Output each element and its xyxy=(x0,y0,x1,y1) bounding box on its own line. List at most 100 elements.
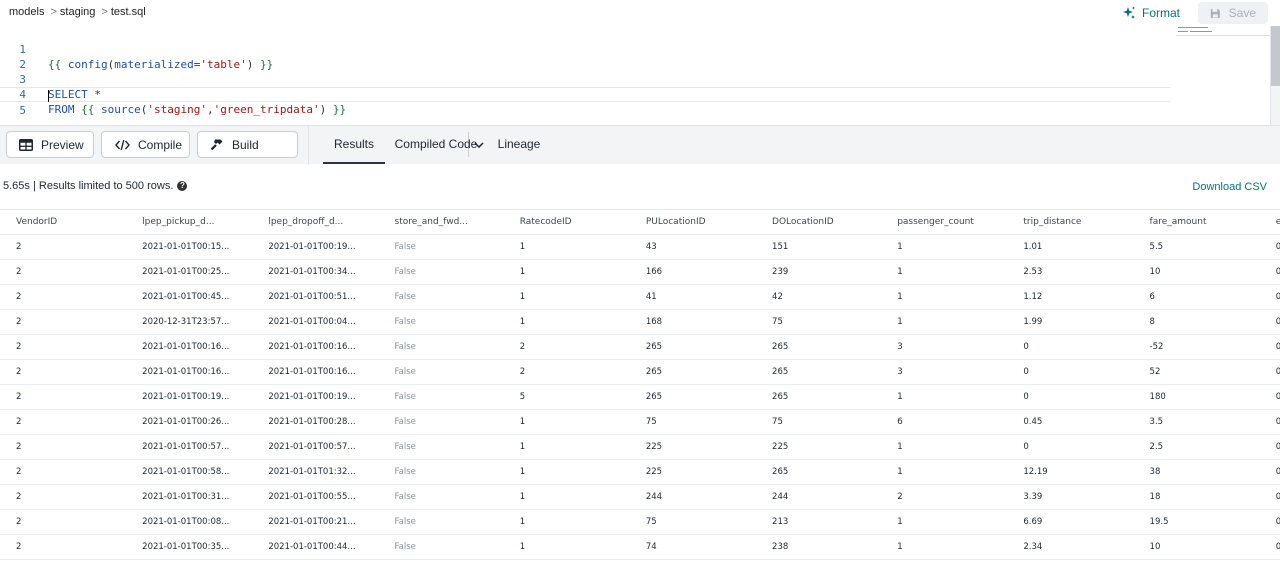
table-cell: 1 xyxy=(881,309,1008,335)
table-header-row: VendorID lpep_pickup_d... lpep_dropoff_d..… xyxy=(0,210,1280,235)
table-cell: 1 xyxy=(503,284,630,310)
table-cell: 2021-01-01T00:16... xyxy=(252,359,379,385)
table-cell: 265 xyxy=(629,334,757,360)
table-cell: 2021-01-01T00:19... xyxy=(252,234,379,260)
tab-results[interactable]: Results xyxy=(323,126,385,164)
table-cell: 1 xyxy=(503,234,630,260)
tab-lineage[interactable]: Lineage xyxy=(497,137,541,151)
table-cell: 43 xyxy=(629,234,757,260)
column-header[interactable]: store_and_fwd... xyxy=(378,210,504,235)
tab-compiled-code[interactable]: Compiled Code xyxy=(394,137,478,151)
breadcrumb-models[interactable]: models xyxy=(9,6,45,18)
table-row[interactable]: 2 2021-01-01T00:16... 2021-01-01T00:16... F… xyxy=(0,359,1280,385)
column-header[interactable]: PULocationID xyxy=(629,210,757,235)
table-cell: 166 xyxy=(629,259,757,285)
table-row[interactable]: 2 2021-01-01T00:35... 2021-01-01T00:44... F… xyxy=(0,534,1280,560)
table-cell: 265 xyxy=(629,359,757,385)
column-header[interactable]: ex xyxy=(1259,210,1280,235)
table-row[interactable]: 2 2021-01-01T00:15... 2021-01-01T00:19... F… xyxy=(0,234,1280,260)
table-cell: 2 xyxy=(0,384,127,410)
column-header[interactable]: fare_amount xyxy=(1133,210,1260,235)
table-cell: 265 xyxy=(756,384,882,410)
table-cell: 0 xyxy=(1007,434,1134,460)
table-cell: 2021-01-01T00:26... xyxy=(126,409,253,435)
table-cell: False xyxy=(378,459,504,485)
table-cell: 265 xyxy=(756,459,882,485)
table-row[interactable]: 2 2021-01-01T00:45... 2021-01-01T00:51... F… xyxy=(0,284,1280,310)
code-line[interactable]: 1 {{ config(materialized='table') }} xyxy=(0,27,1170,71)
table-cell: 2021-01-01T00:08... xyxy=(126,509,253,535)
editor-scrollbar[interactable] xyxy=(1270,26,1280,125)
save-label: Save xyxy=(1228,6,1256,20)
results-toolbar: Preview Compile Build Results Compiled C… xyxy=(0,125,1280,165)
table-row[interactable]: 2 2021-01-01T00:31... 2021-01-01T00:55... F… xyxy=(0,484,1280,510)
breadcrumb-staging[interactable]: staging xyxy=(59,6,96,18)
code-editor[interactable]: 1 {{ config(materialized='table') }} 2 3… xyxy=(0,26,1280,125)
column-header[interactable]: VendorID xyxy=(0,210,127,235)
table-row[interactable]: 2 2021-01-01T00:25... 2021-01-01T00:34... F… xyxy=(0,259,1280,285)
chevron-down-icon xyxy=(474,141,484,148)
table-cell: -52 xyxy=(1133,334,1260,360)
column-header[interactable]: DOLocationID xyxy=(756,210,882,235)
table-cell: 2021-01-01T00:57... xyxy=(126,434,253,460)
editor-scrollbar-thumb[interactable] xyxy=(1271,26,1280,86)
column-header[interactable]: trip_distance xyxy=(1007,210,1134,235)
table-row[interactable]: 2 2021-01-01T00:16... 2021-01-01T00:16... F… xyxy=(0,334,1280,360)
table-cell: 2021-01-01T01:32... xyxy=(252,459,379,485)
table-cell: 2 xyxy=(503,334,630,360)
table-cell: 265 xyxy=(629,384,757,410)
table-cell: 2021-01-01T00:57... xyxy=(252,434,379,460)
column-header[interactable]: RatecodeID xyxy=(503,210,630,235)
breadcrumb-file[interactable]: test.sql xyxy=(110,6,146,18)
table-cell: 0. xyxy=(1259,459,1280,485)
download-csv-link[interactable]: Download CSV xyxy=(1192,181,1267,193)
table-cell: 1 xyxy=(881,534,1008,560)
table-cell: 0 xyxy=(1259,334,1280,360)
format-button[interactable]: Format xyxy=(1114,2,1188,24)
compile-button[interactable]: Compile xyxy=(101,131,190,158)
table-cell: 213 xyxy=(756,509,882,535)
build-button[interactable]: Build xyxy=(197,131,484,158)
table-row[interactable]: 2 2021-01-01T00:26... 2021-01-01T00:28... F… xyxy=(0,409,1280,435)
table-cell: 265 xyxy=(756,334,882,360)
table-cell: 2021-01-01T00:45... xyxy=(126,284,253,310)
table-row[interactable]: 2 2020-12-31T23:57... 2021-01-01T00:04... F… xyxy=(0,309,1280,335)
save-button[interactable]: Save xyxy=(1198,2,1268,24)
results-status-text: 5.65s | Results limited to 500 rows. xyxy=(3,180,174,192)
table-cell: 239 xyxy=(756,259,882,285)
code-line-active[interactable]: 5 xyxy=(0,87,1170,117)
table-cell: False xyxy=(378,534,504,560)
breadcrumb-separator-icon: > xyxy=(50,6,57,18)
build-menu-button[interactable] xyxy=(469,132,497,157)
line-number: 2 xyxy=(19,58,26,71)
table-row[interactable]: 2 2021-01-01T00:57... 2021-01-01T00:57... F… xyxy=(0,434,1280,460)
table-row[interactable]: 2 2021-01-01T00:58... 2021-01-01T01:32... F… xyxy=(0,459,1280,485)
table-cell: 0. xyxy=(1259,509,1280,535)
column-header[interactable]: passenger_count xyxy=(881,210,1008,235)
table-cell: 75 xyxy=(756,309,882,335)
table-cell: 12.19 xyxy=(1007,459,1134,485)
build-divider xyxy=(468,132,469,157)
code-line[interactable]: 4 FROM {{ source('staging','green_tripda… xyxy=(0,72,1170,116)
question-icon[interactable]: ? xyxy=(177,181,188,191)
table-cell: 0. xyxy=(1259,534,1280,560)
code-line[interactable]: 2 xyxy=(0,42,1170,71)
column-header[interactable]: lpep_pickup_d... xyxy=(126,210,253,235)
table-icon xyxy=(19,138,33,151)
table-cell: 2021-01-01T00:34... xyxy=(252,259,379,285)
table-cell: 0 xyxy=(1007,384,1134,410)
table-cell: 1 xyxy=(503,259,630,285)
code-line[interactable]: 3 SELECT * xyxy=(0,57,1170,101)
table-cell: 75 xyxy=(756,409,882,435)
table-cell: False xyxy=(378,284,504,310)
results-table[interactable]: VendorID lpep_pickup_d... lpep_dropoff_d..… xyxy=(0,209,1280,567)
table-cell: 2021-01-01T00:58... xyxy=(126,459,253,485)
results-grid: VendorID lpep_pickup_d... lpep_dropoff_d..… xyxy=(0,210,1280,560)
table-row[interactable]: 2 2021-01-01T00:19... 2021-01-01T00:19... F… xyxy=(0,384,1280,410)
table-cell: 2 xyxy=(0,484,127,510)
table-row[interactable]: 2 2021-01-01T00:08... 2021-01-01T00:21... F… xyxy=(0,509,1280,535)
minimap[interactable] xyxy=(1176,26,1270,36)
table-cell: 151 xyxy=(756,234,882,260)
column-header[interactable]: lpep_dropoff_d... xyxy=(252,210,379,235)
preview-button[interactable]: Preview xyxy=(6,131,94,158)
